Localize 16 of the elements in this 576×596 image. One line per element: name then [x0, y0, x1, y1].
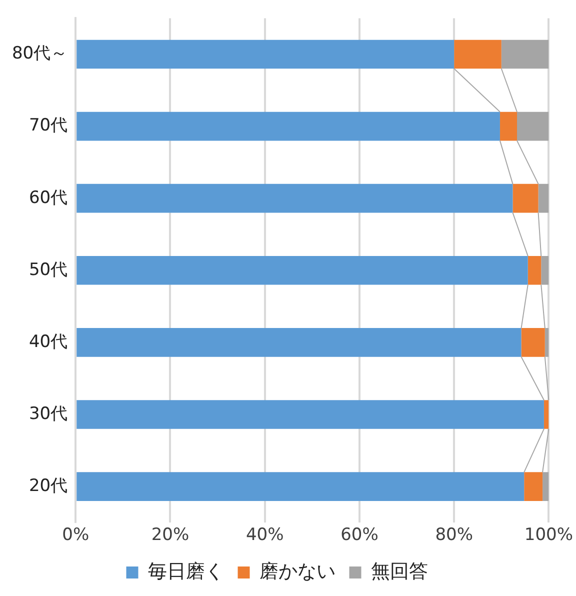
x-tick-label: 0%	[62, 525, 90, 546]
x-tick-label: 20%	[151, 525, 190, 546]
legend-label: 毎日磨く	[148, 560, 224, 582]
x-tick-label: 40%	[246, 525, 284, 546]
legend-label: 磨かない	[259, 560, 336, 582]
y-tick-label: 50代	[28, 260, 68, 280]
x-tick-label: 60%	[340, 525, 378, 546]
y-tick-label: 80代～	[12, 44, 68, 64]
x-tick-label: 80%	[435, 525, 473, 546]
y-tick-label: 70代	[28, 116, 68, 136]
y-tick-label: 20代	[28, 476, 68, 496]
x-tick-label: 100%	[524, 525, 574, 546]
y-tick-label: 40代	[28, 332, 68, 352]
legend-label: 無回答	[370, 560, 428, 582]
y-tick-label: 30代	[28, 404, 68, 424]
y-tick-label: 60代	[28, 188, 68, 208]
